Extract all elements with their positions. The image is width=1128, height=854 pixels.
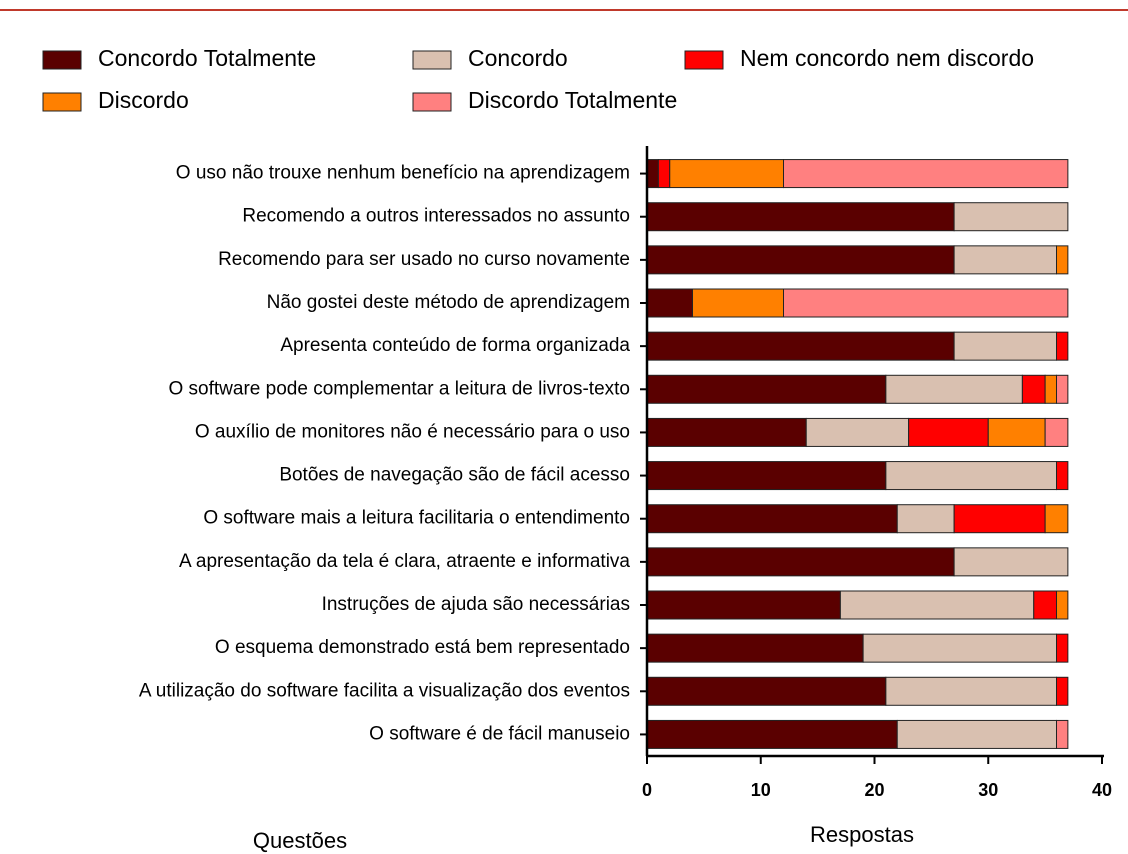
bar-segment	[646, 504, 898, 534]
bar-segment	[1056, 676, 1069, 706]
bar-segment	[896, 719, 1057, 749]
bar-segment	[692, 288, 784, 318]
bar-segment	[1044, 504, 1069, 534]
bar-segment	[1056, 461, 1069, 491]
legend-label: Nem concordo nem discordo	[740, 45, 1034, 71]
bar-segment	[953, 504, 1046, 534]
bar-segment	[953, 202, 1069, 232]
bar-segment	[862, 633, 1057, 663]
bar-segment	[805, 417, 910, 447]
bar-segment	[1056, 245, 1069, 275]
bar-segment	[1056, 331, 1069, 361]
legend-swatch	[412, 92, 452, 112]
legend-swatch	[684, 50, 724, 70]
y-tick-label: O software é de fácil manuseio	[369, 723, 630, 744]
bar-segment	[987, 417, 1046, 447]
x-axis-title: Respostas	[810, 822, 914, 847]
bar-segment	[953, 245, 1057, 275]
x-tick-label: 40	[1092, 780, 1112, 800]
y-tick-label: Recomendo a outros interessados no assun…	[242, 206, 630, 227]
bar-segment	[646, 719, 898, 749]
bar-segment	[1056, 633, 1069, 663]
bar-segment	[1033, 590, 1057, 620]
bar-segment	[646, 417, 807, 447]
bar-segment	[896, 504, 955, 534]
bar-segment	[1021, 374, 1046, 404]
bar-segment	[1056, 374, 1069, 404]
bar-segment	[646, 590, 841, 620]
y-tick-label: A utilização do software facilita a visu…	[139, 680, 630, 701]
y-tick-label: O software mais a leitura facilitaria o …	[203, 508, 630, 529]
bar-segment	[646, 202, 955, 232]
bar-segment	[953, 331, 1057, 361]
bar-segment	[953, 547, 1069, 577]
legend-swatch	[42, 50, 82, 70]
y-tick-label: O esquema demonstrado está bem represent…	[215, 637, 630, 658]
x-tick-label: 30	[978, 780, 998, 800]
y-tick-label: Recomendo para ser usado no curso novame…	[218, 249, 630, 270]
y-tick-label: Botões de navegação são de fácil acesso	[279, 465, 630, 486]
bar-segment	[885, 461, 1057, 491]
bar-segment	[783, 159, 1069, 189]
y-tick-label: O auxílio de monitores não é necessário …	[195, 421, 630, 442]
y-tick-label: O software pode complementar a leitura d…	[169, 378, 631, 399]
legend-label: Concordo Totalmente	[98, 45, 316, 71]
bar-segment	[783, 288, 1069, 318]
bar-segment	[669, 159, 784, 189]
bar-segment	[885, 374, 1023, 404]
bar-segment	[646, 245, 955, 275]
bar-segment	[646, 547, 955, 577]
bar-segment	[646, 159, 659, 189]
legend-swatch	[412, 50, 452, 70]
bar-segment	[646, 633, 864, 663]
legend-label: Discordo	[98, 87, 189, 113]
bar-segment	[1056, 719, 1069, 749]
x-tick-label: 20	[864, 780, 884, 800]
y-axis-title: Questões	[253, 828, 347, 853]
bar-segment	[908, 417, 989, 447]
bar-segment	[646, 461, 887, 491]
x-tick-label: 10	[751, 780, 771, 800]
y-tick-label: A apresentação da tela é clara, atraente…	[179, 551, 630, 572]
bar-segment	[646, 288, 693, 318]
y-tick-label: O uso não trouxe nenhum benefício na apr…	[176, 163, 630, 184]
x-tick-label: 0	[642, 780, 652, 800]
bar-segment	[1044, 417, 1069, 447]
bar-segment	[1056, 590, 1069, 620]
legend-swatch	[42, 92, 82, 112]
bar-segment	[646, 676, 887, 706]
bar-segment	[1044, 374, 1057, 404]
y-tick-label: Não gostei deste método de aprendizagem	[267, 292, 630, 313]
bar-segment	[839, 590, 1035, 620]
legend-label: Discordo Totalmente	[468, 87, 677, 113]
y-tick-label: Apresenta conteúdo de forma organizada	[280, 335, 630, 356]
bar-segment	[885, 676, 1057, 706]
bar-segment	[657, 159, 671, 189]
bar-segment	[646, 374, 887, 404]
bar-segment	[646, 331, 955, 361]
y-tick-label: Instruções de ajuda são necessárias	[322, 594, 630, 615]
legend-label: Concordo	[468, 45, 568, 71]
